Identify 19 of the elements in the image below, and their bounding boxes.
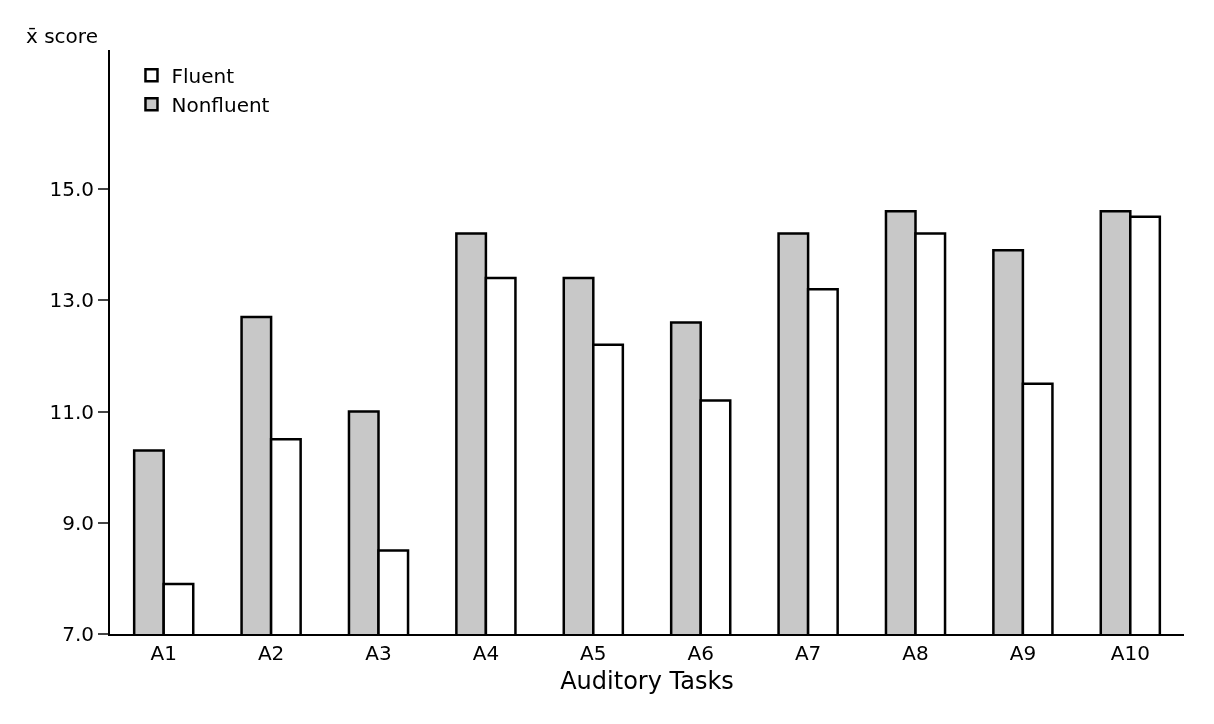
x-tick-label: A9 (1009, 641, 1037, 665)
x-tick-label: A5 (580, 641, 607, 665)
x-tick-label: A10 (1110, 641, 1150, 665)
y-tick-label: 9.0 (62, 510, 94, 535)
y-axis-title: x̄ score (26, 24, 98, 48)
x-tick-label: A1 (150, 641, 177, 665)
x-axis-title: Auditory Tasks (560, 666, 734, 695)
legend-label: Fluent (171, 64, 235, 89)
x-tick-label: A3 (365, 641, 392, 665)
y-tick-label: 7.0 (62, 622, 94, 646)
y-tick-label: 11.0 (49, 399, 94, 424)
x-tick-label: A8 (902, 641, 929, 665)
x-tick-label: A7 (794, 641, 822, 665)
legend-label: Nonfluent (171, 93, 270, 118)
x-tick-label: A2 (257, 641, 285, 665)
x-tick-label: A4 (472, 641, 500, 665)
y-tick-label: 15.0 (49, 177, 94, 202)
x-tick-label: A6 (687, 641, 714, 665)
y-tick-label: 13.0 (49, 288, 94, 313)
